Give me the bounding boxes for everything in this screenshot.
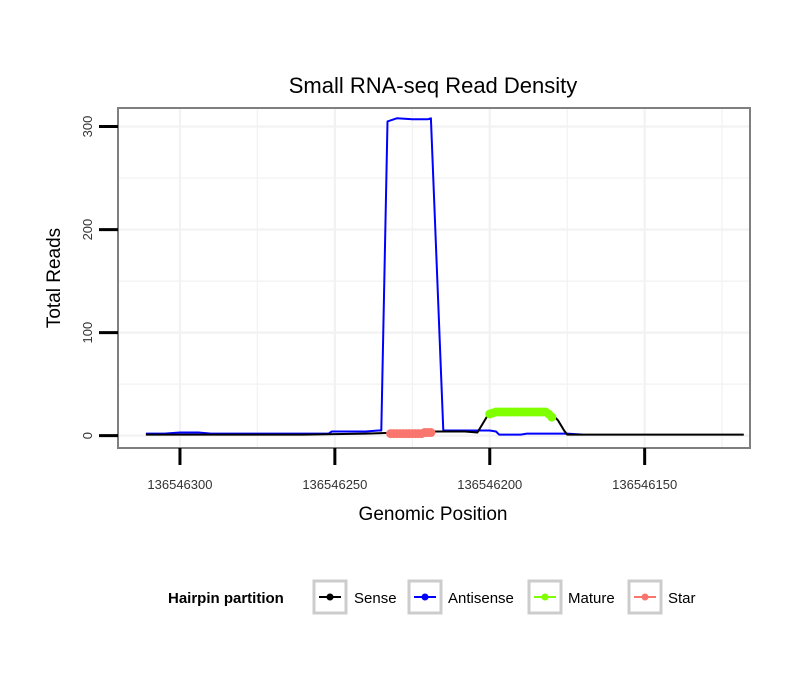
legend-key-star-point xyxy=(641,593,649,601)
legend-item-sense: Sense xyxy=(312,579,397,615)
x-tick-label: 136546200 xyxy=(457,477,522,492)
x-tick-label: 136546250 xyxy=(302,477,367,492)
grid xyxy=(118,108,750,448)
series-layer xyxy=(145,117,744,439)
legend-key-mature-point xyxy=(541,593,549,601)
plot-panel xyxy=(117,107,751,449)
legend: Hairpin partition Sense Antisense Mature… xyxy=(168,579,696,615)
chart-title: Small RNA-seq Read Density xyxy=(289,73,578,98)
legend-label-mature: Mature xyxy=(568,590,615,607)
legend-label-star: Star xyxy=(668,590,696,607)
y-tick-label: 300 xyxy=(80,116,95,138)
y-axis-title: Total Reads xyxy=(44,228,65,328)
data-point-mature xyxy=(547,412,557,422)
data-point-star xyxy=(426,428,436,438)
legend-item-star: Star xyxy=(627,579,696,615)
x-tick-label: 136546300 xyxy=(147,477,212,492)
axes: 136546300 136546250 136546200 136546150 0 100… xyxy=(80,116,677,492)
legend-label-sense: Sense xyxy=(354,590,397,607)
legend-item-antisense: Antisense xyxy=(407,579,514,615)
y-tick-label: 0 xyxy=(80,432,95,439)
series-line-antisense xyxy=(145,117,583,436)
legend-title: Hairpin partition xyxy=(168,590,284,607)
legend-item-mature: Mature xyxy=(527,579,615,615)
legend-key-antisense-point xyxy=(421,593,429,601)
series-line-sense xyxy=(145,410,744,436)
x-axis-title: Genomic Position xyxy=(359,504,508,525)
legend-label-antisense: Antisense xyxy=(448,590,514,607)
y-tick-label: 200 xyxy=(80,219,95,241)
legend-key-sense-point xyxy=(326,593,334,601)
y-tick-label: 100 xyxy=(80,322,95,344)
x-tick-label: 136546150 xyxy=(612,477,677,492)
